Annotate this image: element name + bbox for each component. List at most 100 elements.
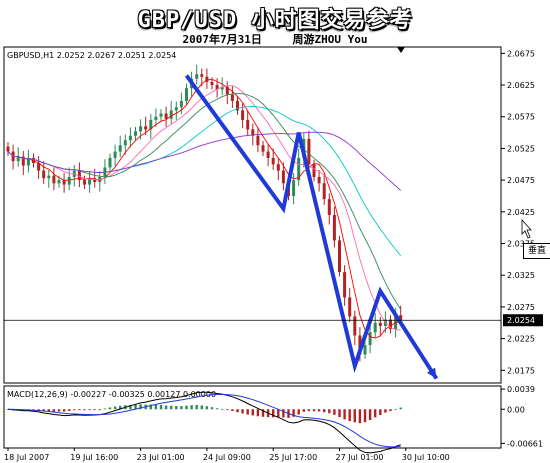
candle-body (322, 183, 326, 200)
candle-body (88, 178, 92, 185)
macd-histogram-bar (52, 409, 56, 412)
candle-body (225, 86, 229, 95)
macd-histogram-bar (338, 409, 341, 418)
macd-histogram-bar (215, 408, 219, 410)
candle-body (241, 110, 245, 120)
candle-body (185, 88, 188, 101)
macd-histogram-bar (154, 404, 158, 410)
candle-body (128, 135, 132, 141)
macd-histogram-bar (113, 406, 117, 410)
cursor-arrow-icon (521, 218, 532, 239)
macd-layer (6, 391, 402, 454)
candle-body (292, 180, 296, 196)
macd-histogram-bar (93, 409, 96, 411)
candle-body (389, 319, 392, 330)
cursor-tag: 垂直 (523, 243, 550, 259)
macd-y-tick-label: 0.00 (507, 405, 525, 414)
x-tick-label: 27 Jul 01:00 (336, 453, 384, 462)
macd-histogram-bar (47, 409, 50, 412)
y-tick-label: 2.0475 (507, 176, 535, 185)
macd-histogram-bar (83, 409, 86, 411)
candle-body (21, 156, 25, 166)
macd-histogram-bar (236, 409, 239, 413)
macd-histogram-bar (226, 409, 229, 411)
macd-histogram-bar (302, 409, 305, 412)
candle-body (159, 113, 163, 117)
candle-body (332, 215, 336, 241)
macd-histogram-bar (282, 409, 285, 418)
macd-histogram-bar (103, 408, 107, 410)
candle-body (134, 131, 137, 136)
candle-body (261, 145, 265, 152)
main-plot-frame (3, 46, 502, 384)
candle-body (312, 164, 316, 177)
macd-histogram-bar (221, 408, 224, 410)
x-tick-label: 30 Jul 10:00 (402, 453, 450, 462)
moving-average-line (7, 131, 402, 191)
candle-body (83, 180, 86, 185)
candle-body (276, 164, 280, 171)
macd-histogram-bar (57, 409, 61, 412)
macd-histogram-bar (353, 409, 356, 423)
trend-line (184, 74, 439, 380)
candle-body (215, 85, 219, 90)
y-tick-label: 2.0575 (507, 113, 535, 122)
candle-body (338, 240, 341, 273)
candle-body (307, 138, 311, 165)
x-tick-label: 23 Jul 01:00 (137, 453, 185, 462)
macd-histogram-bar (261, 409, 265, 417)
macd-histogram-bar (399, 407, 402, 410)
macd-histogram-bar (317, 409, 321, 412)
candle-body (42, 170, 46, 179)
candle-body (6, 146, 10, 152)
candle-body (205, 76, 209, 82)
macd-label: MACD(12,26,9) -0.00227 -0.00325 0.00127 … (7, 390, 216, 399)
macd-histogram-bar (108, 407, 112, 410)
macd-histogram-bar (159, 404, 163, 410)
macd-histogram-bar (368, 409, 372, 421)
candle-body (363, 344, 367, 355)
macd-histogram-bar (149, 404, 152, 410)
macd-histogram-bar (134, 404, 137, 410)
candle-body (149, 119, 153, 130)
macd-histogram-bar (389, 409, 392, 412)
current-price-label: 2.0254 (507, 316, 535, 325)
trend-arrow-head (427, 367, 437, 379)
symbol-info: GBPUSD,H1 2.0252 2.0267 2.0251 2.0254 (7, 51, 176, 60)
macd-histogram-bar (384, 409, 387, 413)
candle-body (373, 322, 377, 333)
macd-histogram-bar (78, 409, 81, 411)
candle-body (144, 126, 148, 130)
candle-body (113, 151, 117, 158)
candle-body (246, 119, 250, 130)
y-tick-label: 2.0375 (507, 240, 535, 249)
macd-histogram-bar (164, 405, 168, 410)
y-tick-label: 2.0525 (507, 144, 535, 153)
candle-body (139, 126, 143, 132)
candle-body (251, 129, 255, 136)
y-tick-label: 2.0275 (507, 303, 535, 312)
candle-body (154, 116, 158, 120)
macd-histogram-bar (241, 409, 244, 414)
candle-body (343, 272, 347, 298)
macd-histogram-bar (246, 409, 249, 415)
candle-body (256, 135, 260, 146)
candle-body (317, 176, 321, 184)
macd-histogram-bar (394, 408, 397, 410)
subtitle-date: 2007年7月31日 (182, 33, 262, 46)
y-tick-label: 2.0625 (507, 81, 535, 90)
macd-histogram-bar (175, 406, 178, 410)
macd-histogram-bar (200, 405, 203, 410)
candle-body (348, 297, 352, 317)
macd-histogram-bar (119, 405, 122, 410)
candle-body (174, 107, 178, 111)
macd-plot-frame (3, 385, 502, 449)
candle-body (164, 113, 168, 119)
y-tick-label: 2.0175 (507, 366, 535, 375)
macd-histogram-bar (210, 407, 214, 410)
candle-body (93, 178, 97, 183)
candle-body (195, 74, 199, 79)
macd-y-tick-label: 0.0039 (507, 385, 535, 394)
macd-histogram-bar (272, 409, 275, 418)
